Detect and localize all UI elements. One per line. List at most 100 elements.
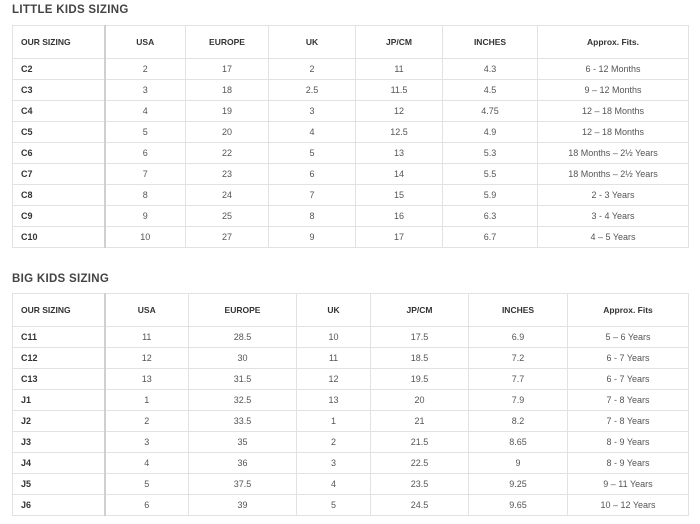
table-cell: 22.5 [370,452,469,474]
table-cell: 11.5 [355,79,443,101]
table-cell: 10 [296,326,371,348]
column-header: USA [104,25,186,59]
table-cell: 8.65 [468,431,568,453]
table-cell: 8 [268,205,356,227]
table-cell: 8 - 9 Years [567,431,689,453]
size-code: J2 [12,410,106,432]
table-cell: 7 - 8 Years [567,389,689,411]
table-cell: 1 [104,389,189,411]
table-cell: 2 [104,58,186,80]
table-row: C3 3 18 2.5 11.5 4.5 9 – 12 Months [12,79,689,101]
table-cell: 9 [468,452,568,474]
table-cell: 7 [268,184,356,206]
table-cell: 7.9 [468,389,568,411]
table-cell: 19.5 [370,368,469,390]
table-cell: 8 [104,184,186,206]
size-code: C10 [12,226,106,248]
table-cell: 17.5 [370,326,469,348]
table-cell: 5 – 6 Years [567,326,689,348]
table-cell: 4 – 5 Years [537,226,689,248]
column-header: OUR SIZING [12,293,106,327]
table-row: J1 1 32.5 13 20 7.9 7 - 8 Years [12,389,689,411]
table-cell: 9.25 [468,473,568,495]
size-code: C7 [12,163,106,185]
table-cell: 18 Months – 2½ Years [537,142,689,164]
table-row: J4 4 36 3 22.5 9 8 - 9 Years [12,452,689,474]
table-cell: 37.5 [188,473,297,495]
column-header: UK [296,293,371,327]
table-row: C9 9 25 8 16 6.3 3 - 4 Years [12,205,689,227]
header-row: OUR SIZING USA EUROPE UK JP/CM INCHES Approx. … [12,293,689,327]
table-head: OUR SIZING USA EUROPE UK JP/CM INCHES Approx. … [12,25,689,59]
table-cell: 5 [296,494,371,516]
size-code: C12 [12,347,106,369]
table-cell: 31.5 [188,368,297,390]
table-cell: 25 [185,205,269,227]
table-cell: 4 [104,452,189,474]
table-cell: 7 - 8 Years [567,410,689,432]
table-cell: 18.5 [370,347,469,369]
table-head: OUR SIZING USA EUROPE UK JP/CM INCHES Approx. … [12,293,689,327]
size-code: C8 [12,184,106,206]
table-cell: 27 [185,226,269,248]
table-cell: 4.9 [442,121,538,143]
table-row: C10 10 27 9 17 6.7 4 – 5 Years [12,226,689,248]
size-code: J4 [12,452,106,474]
table-cell: 9 – 12 Months [537,79,689,101]
column-header: INCHES [468,293,568,327]
table-cell: 22 [185,142,269,164]
size-code: J3 [12,431,106,453]
table-cell: 5.5 [442,163,538,185]
table-row: C13 13 31.5 12 19.5 7.7 6 - 7 Years [12,368,689,390]
table-row: J6 6 39 5 24.5 9.65 10 – 12 Years [12,494,689,516]
table-cell: 11 [296,347,371,369]
table-cell: 20 [370,389,469,411]
table-cell: 21.5 [370,431,469,453]
table-cell: 2 - 3 Years [537,184,689,206]
size-table: OUR SIZING USA EUROPE UK JP/CM INCHES Approx. … [12,293,689,516]
table-cell: 6 [268,163,356,185]
table-row: C8 8 24 7 15 5.9 2 - 3 Years [12,184,689,206]
table-cell: 23.5 [370,473,469,495]
table-cell: 11 [104,326,189,348]
size-code: C13 [12,368,106,390]
table-cell: 23 [185,163,269,185]
table-cell: 12 – 18 Months [537,121,689,143]
table-cell: 2.5 [268,79,356,101]
table-row: C11 11 28.5 10 17.5 6.9 5 – 6 Years [12,326,689,348]
size-code: C2 [12,58,106,80]
column-header: EUROPE [185,25,269,59]
table-cell: 3 [268,100,356,122]
table-cell: 24.5 [370,494,469,516]
table-cell: 4.5 [442,79,538,101]
table-cell: 21 [370,410,469,432]
table-cell: 7.7 [468,368,568,390]
table-cell: 10 – 12 Years [567,494,689,516]
table-cell: 4 [104,100,186,122]
table-cell: 5.3 [442,142,538,164]
column-header: UK [268,25,356,59]
table-cell: 5 [268,142,356,164]
table-cell: 2 [104,410,189,432]
size-code: J5 [12,473,106,495]
table-cell: 4.75 [442,100,538,122]
table-cell: 6 - 12 Months [537,58,689,80]
table-cell: 2 [296,431,371,453]
table-cell: 17 [185,58,269,80]
table-row: C7 7 23 6 14 5.5 18 Months – 2½ Years [12,163,689,185]
table-cell: 35 [188,431,297,453]
column-header: JP/CM [370,293,469,327]
table-cell: 9 – 11 Years [567,473,689,495]
table-row: C2 2 17 2 11 4.3 6 - 12 Months [12,58,689,80]
table-cell: 15 [355,184,443,206]
table-cell: 12 [355,100,443,122]
table-cell: 30 [188,347,297,369]
table-cell: 28.5 [188,326,297,348]
column-header: INCHES [442,25,538,59]
table-row: C5 5 20 4 12.5 4.9 12 – 18 Months [12,121,689,143]
table-cell: 12 [296,368,371,390]
header-row: OUR SIZING USA EUROPE UK JP/CM INCHES Approx. … [12,25,689,59]
table-cell: 13 [355,142,443,164]
column-header: USA [104,293,189,327]
table-cell: 2 [268,58,356,80]
